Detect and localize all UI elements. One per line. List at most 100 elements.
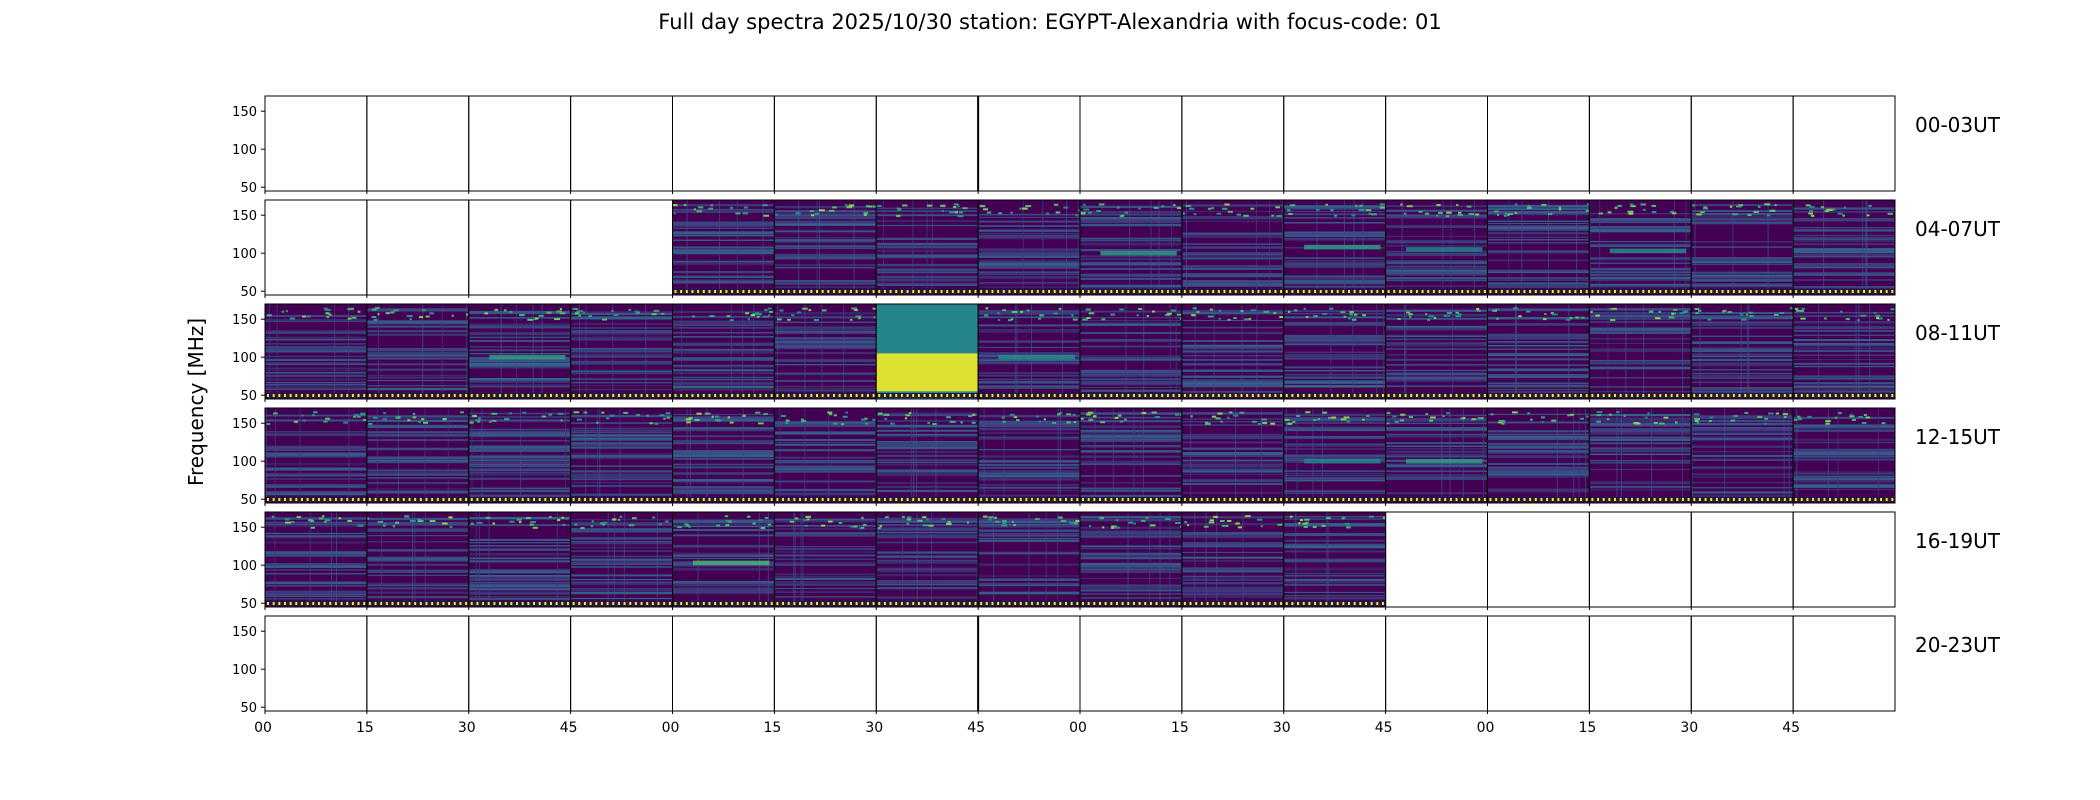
marker-dot	[1506, 394, 1509, 397]
noise-stripe	[570, 336, 673, 339]
interference-line	[1016, 304, 1018, 399]
marker-dot	[549, 602, 552, 605]
noise-stripe	[570, 457, 673, 459]
emission-band	[1100, 250, 1177, 256]
marker-dot	[1161, 394, 1164, 397]
noise-stripe	[1181, 326, 1284, 329]
marker-dot	[1195, 498, 1198, 501]
marker-dot	[629, 602, 632, 605]
marker-dot	[917, 602, 920, 605]
marker-dot	[623, 498, 626, 501]
marker-dot	[731, 290, 734, 293]
rfi-speckle	[324, 519, 331, 522]
rfi-speckle	[284, 518, 290, 521]
marker-dot	[504, 602, 507, 605]
noise-stripe	[366, 425, 469, 429]
noise-stripe	[1080, 223, 1182, 227]
marker-dot	[267, 394, 269, 397]
marker-dot	[968, 290, 971, 293]
noise-stripe	[1589, 315, 1692, 318]
noise-stripe	[1487, 223, 1590, 225]
marker-dot	[306, 394, 309, 397]
noise-stripe	[1080, 370, 1182, 374]
rfi-speckle	[354, 413, 360, 416]
spectrogram-16-19UT-10	[1283, 512, 1386, 607]
marker-dot	[1336, 290, 1339, 293]
panel-20-23UT-15	[1792, 615, 1896, 714]
interference-line	[613, 512, 615, 607]
marker-band-bg	[1487, 393, 1590, 398]
noise-stripe	[366, 481, 469, 485]
rfi-speckle	[582, 311, 586, 314]
noise-stripe	[1181, 347, 1284, 350]
marker-dot	[1223, 498, 1226, 501]
rfi-speckle	[760, 526, 766, 529]
noise-stripe	[265, 445, 367, 447]
noise-stripe	[876, 454, 979, 457]
rfi-speckle	[1825, 420, 1831, 423]
marker-dot	[872, 498, 875, 501]
y-tick-label: 100	[232, 351, 257, 366]
marker-dot	[1087, 498, 1090, 501]
marker-dot	[1772, 394, 1775, 397]
marker-dot	[1200, 290, 1203, 293]
rfi-speckle	[459, 411, 464, 414]
noise-stripe	[1793, 483, 1895, 486]
rfi-speckle	[725, 524, 730, 527]
marker-dot	[866, 290, 869, 293]
marker-dot	[1540, 290, 1543, 293]
noise-stripe	[978, 386, 1080, 388]
marker-dot	[821, 602, 824, 605]
marker-band-bg	[1283, 393, 1386, 398]
noise-stripe	[876, 419, 979, 422]
noise-stripe	[468, 538, 571, 541]
noise-stripe	[672, 210, 775, 213]
noise-stripe	[1691, 316, 1794, 319]
rfi-speckle	[902, 204, 908, 207]
marker-dot	[793, 602, 796, 605]
y-tick-label: 50	[240, 285, 257, 300]
noise-stripe	[978, 490, 1080, 492]
interference-line	[1599, 200, 1601, 295]
marker-band-bg	[672, 289, 775, 294]
noise-stripe	[1283, 572, 1386, 575]
marker-dot	[934, 602, 937, 605]
rfi-speckle	[1001, 416, 1005, 419]
interference-line	[1057, 512, 1059, 607]
rfi-speckle	[1289, 515, 1293, 518]
noise-stripe	[1181, 251, 1284, 254]
noise-stripe	[1793, 365, 1895, 368]
marker-dot	[1364, 498, 1367, 501]
spectrogram-08-11UT-12	[1487, 304, 1590, 399]
rfi-speckle	[946, 416, 951, 419]
rfi-speckle	[922, 524, 929, 527]
rfi-speckle	[1672, 212, 1677, 215]
rfi-speckle	[325, 312, 330, 315]
marker-dot	[1087, 290, 1090, 293]
noise-stripe	[774, 591, 877, 593]
noise-stripe	[1385, 422, 1488, 424]
marker-dot	[1585, 290, 1588, 293]
spectrogram-background	[366, 408, 469, 503]
noise-stripe	[876, 441, 979, 443]
marker-dot	[1149, 602, 1152, 605]
noise-stripe	[1181, 453, 1284, 456]
marker-dot	[770, 602, 773, 605]
marker-dot	[725, 602, 728, 605]
noise-stripe	[1385, 433, 1488, 436]
marker-dot	[1240, 602, 1243, 605]
marker-dot	[589, 498, 592, 501]
marker-dot	[1268, 394, 1271, 397]
marker-dot	[1297, 290, 1300, 293]
noise-stripe	[978, 316, 1080, 319]
rfi-speckle	[832, 206, 837, 209]
interference-line	[736, 200, 738, 295]
panel-20-23UT-8	[1079, 615, 1183, 714]
noise-stripe	[1589, 271, 1692, 274]
noise-stripe	[1793, 389, 1895, 392]
interference-line	[1643, 304, 1645, 399]
noise-stripe	[1691, 261, 1794, 264]
interference-line	[1149, 512, 1151, 607]
noise-stripe	[672, 342, 775, 344]
interference-line	[1740, 304, 1742, 399]
